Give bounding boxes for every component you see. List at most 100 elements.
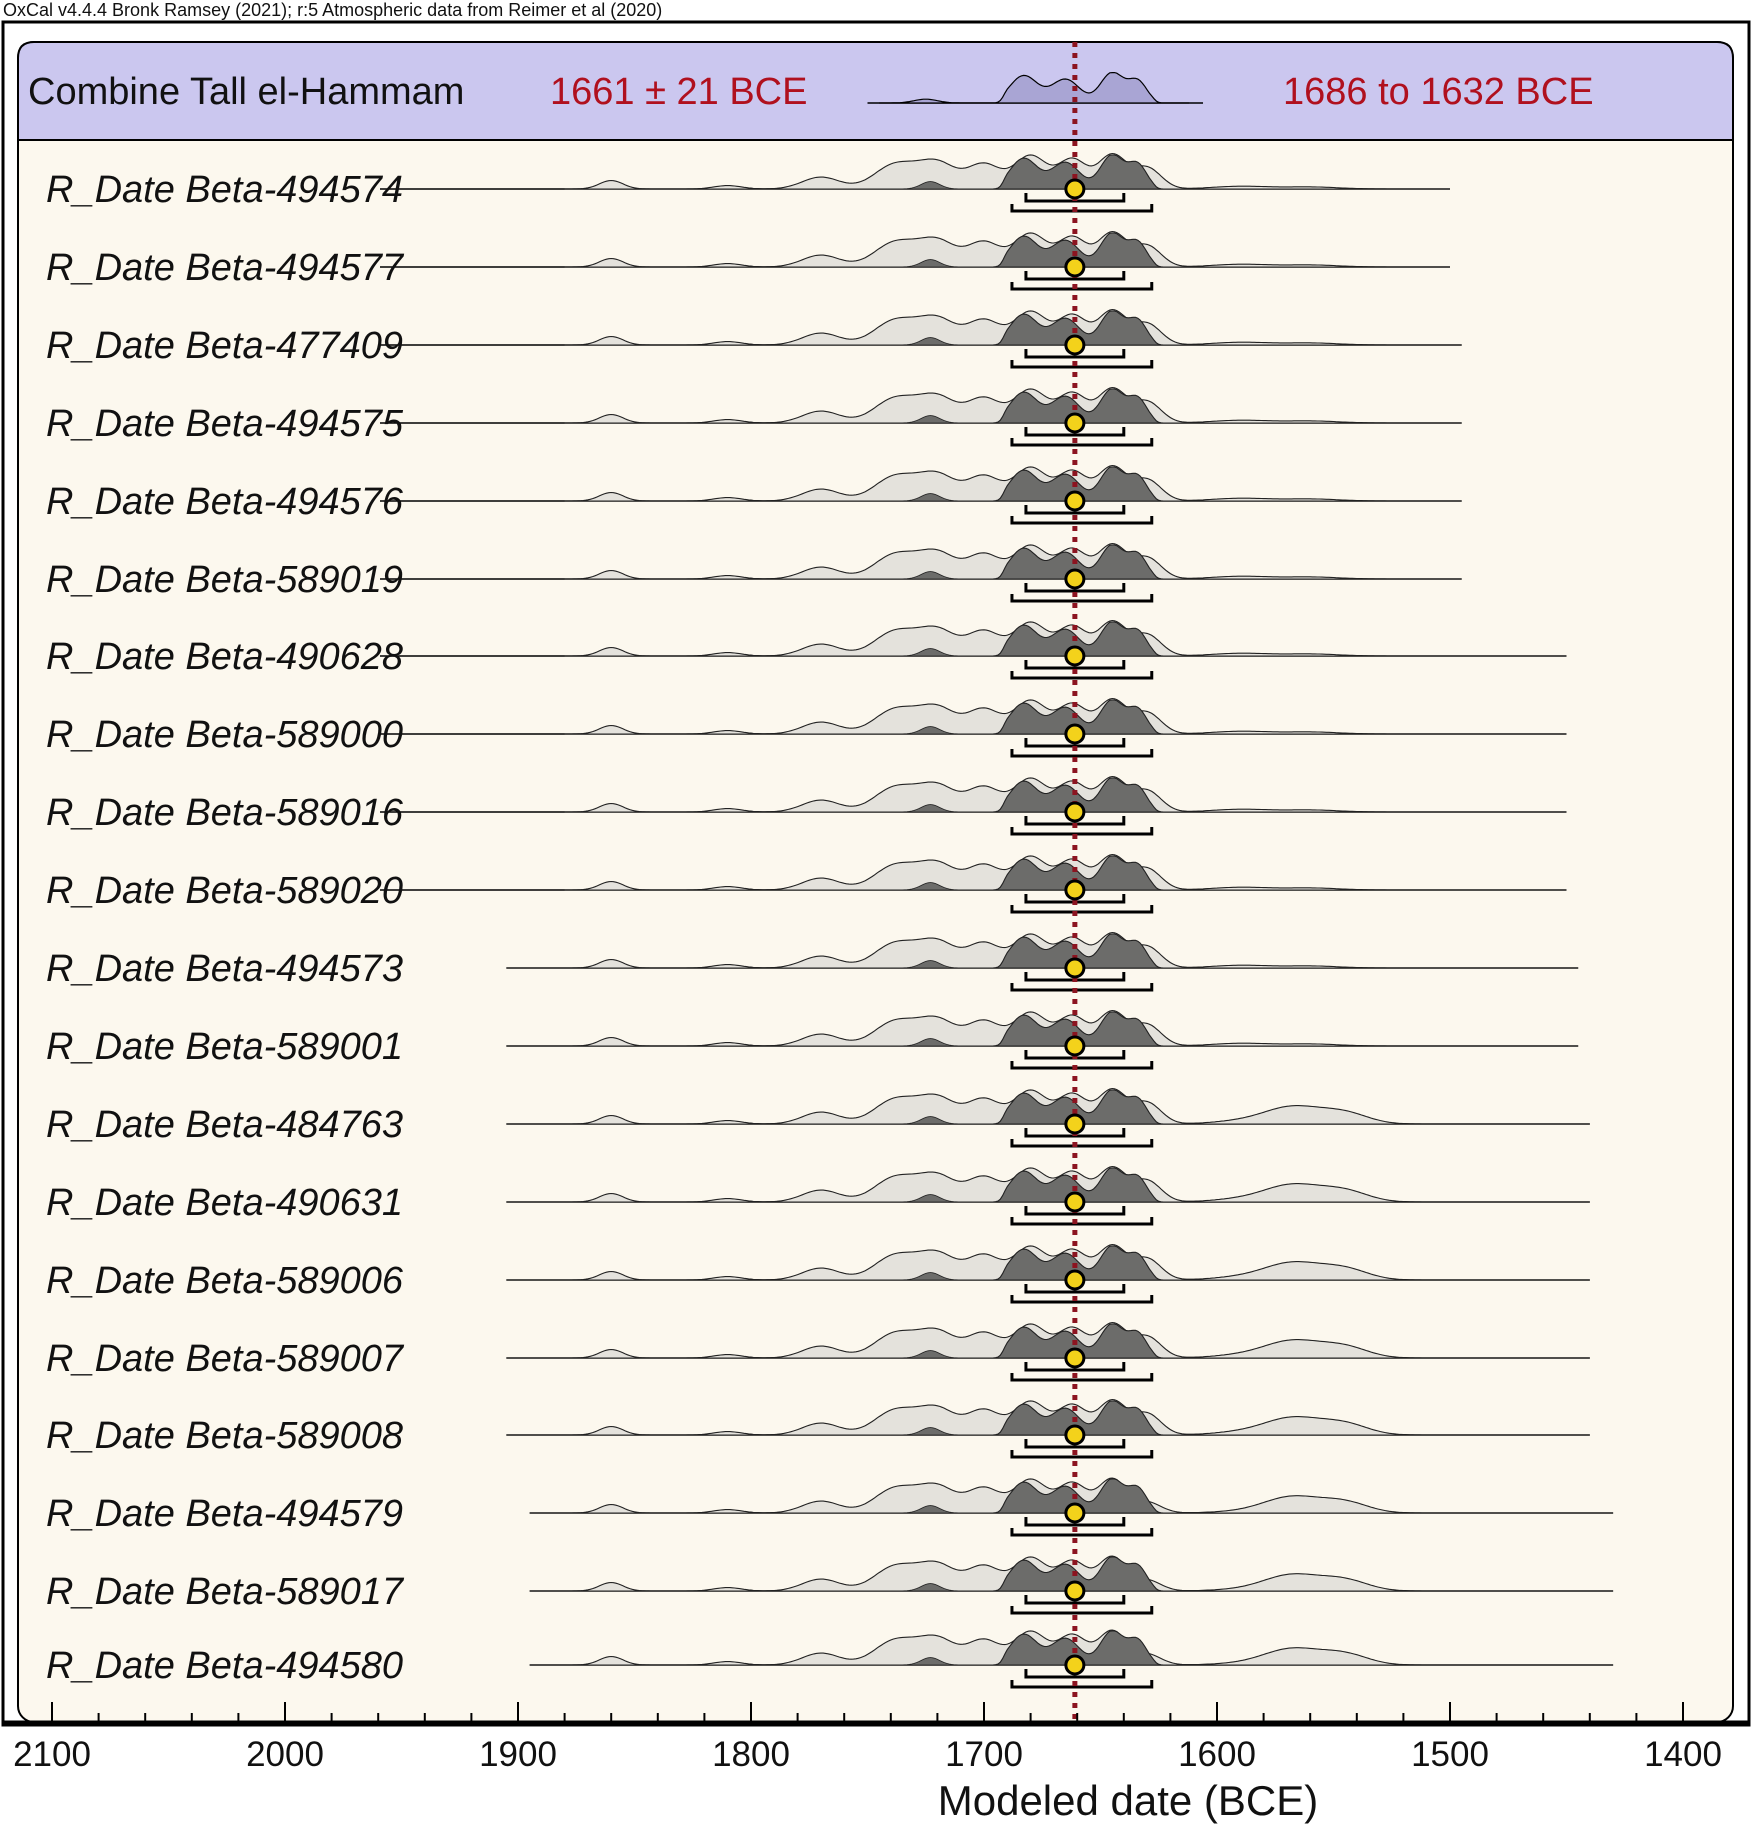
median-marker: [1064, 178, 1086, 200]
sigma2-bracket: [1010, 1606, 1154, 1615]
date-row: R_Date Beta-494579: [46, 1477, 1614, 1537]
sigma2-bracket: [1010, 1061, 1154, 1070]
sigma2-bracket: [1010, 594, 1154, 603]
sigma2-bracket: [1010, 749, 1154, 758]
posterior-minor: [890, 726, 973, 735]
date-label: R_Date Beta-477409: [46, 325, 403, 367]
sigma1-bracket: [1024, 1206, 1126, 1216]
posterior-density: [984, 933, 1171, 969]
sigma2-bracket: [1010, 1680, 1154, 1689]
x-tick-label: 1500: [1411, 1735, 1489, 1774]
date-label: R_Date Beta-589000: [46, 714, 403, 756]
date-label: R_Date Beta-494579: [46, 1493, 403, 1535]
date-row: R_Date Beta-589001: [46, 1009, 1579, 1070]
median-marker: [1064, 412, 1086, 434]
date-label: R_Date Beta-589001: [46, 1026, 403, 1068]
posterior-minor: [890, 1350, 973, 1359]
posterior-minor: [890, 1272, 973, 1281]
posterior-minor: [890, 648, 973, 657]
sigma1-bracket: [1024, 1362, 1126, 1372]
date-row: R_Date Beta-494576: [46, 464, 1462, 525]
x-tick-label: 1800: [712, 1735, 790, 1774]
date-label: R_Date Beta-494574: [46, 169, 403, 211]
median-marker: [1064, 1347, 1086, 1369]
date-row: R_Date Beta-490628: [46, 619, 1567, 680]
sigma1-bracket: [1024, 1284, 1126, 1294]
x-tick-label: 2100: [13, 1735, 91, 1774]
date-label: R_Date Beta-589017: [46, 1571, 405, 1613]
date-label: R_Date Beta-589020: [46, 870, 403, 912]
date-row: R_Date Beta-589007: [46, 1321, 1590, 1382]
sigma2-bracket: [1010, 438, 1154, 447]
median-marker: [1064, 1113, 1086, 1135]
combine-distribution: [867, 72, 1204, 104]
sigma1-bracket: [1024, 1517, 1126, 1527]
median-marker: [1064, 1269, 1086, 1291]
date-label: R_Date Beta-589016: [46, 792, 404, 834]
sigma1-bracket: [1024, 349, 1126, 359]
posterior-minor: [890, 181, 973, 190]
combine-band: [17, 41, 1734, 141]
posterior-minor: [890, 882, 973, 891]
sigma1-bracket: [1024, 427, 1126, 437]
posterior-minor: [890, 960, 973, 969]
posterior-density: [984, 1011, 1171, 1047]
median-marker: [1064, 801, 1086, 823]
date-label: R_Date Beta-589008: [46, 1415, 403, 1457]
x-tick-label: 1400: [1644, 1735, 1722, 1774]
posterior-minor: [890, 1194, 973, 1203]
median-marker: [1064, 568, 1086, 590]
posterior-minor: [890, 804, 973, 813]
sigma1-bracket: [1024, 660, 1126, 670]
posterior-minor: [890, 1657, 973, 1666]
sigma2-bracket: [1010, 204, 1154, 213]
date-row: R_Date Beta-589008: [46, 1398, 1590, 1459]
date-row: R_Date Beta-494574: [46, 152, 1450, 213]
sigma1-bracket: [1024, 1439, 1126, 1449]
posterior-minor: [890, 415, 973, 424]
posterior-minor: [890, 1116, 973, 1125]
posterior-density: [984, 154, 1171, 190]
date-row: R_Date Beta-484763: [46, 1087, 1590, 1148]
sigma2-bracket: [1010, 671, 1154, 680]
date-row: R_Date Beta-494577: [46, 230, 1450, 291]
median-marker: [1064, 645, 1086, 667]
median-marker: [1064, 1502, 1086, 1524]
sigma1-bracket: [1024, 271, 1126, 281]
date-label: R_Date Beta-589007: [46, 1338, 405, 1380]
posterior-minor: [890, 1583, 973, 1592]
posterior-minor: [890, 571, 973, 580]
date-label: R_Date Beta-494576: [46, 481, 404, 523]
date-label: R_Date Beta-494580: [46, 1645, 403, 1687]
combine-mean-label: 1661 ± 21 BCE: [550, 71, 807, 113]
sigma2-bracket: [1010, 1295, 1154, 1304]
prior-density: [564, 152, 1450, 190]
median-marker: [1064, 1035, 1086, 1057]
date-label: R_Date Beta-490631: [46, 1182, 403, 1224]
sigma2-bracket: [1010, 360, 1154, 369]
date-label: R_Date Beta-494577: [46, 247, 405, 289]
combine-range-label: 1686 to 1632 BCE: [1283, 71, 1594, 113]
combine-density: [879, 72, 1189, 104]
median-markers: [1064, 178, 1086, 1676]
sigma2-bracket: [1010, 1528, 1154, 1537]
header-note: OxCal v4.4.4 Bronk Ramsey (2021); r:5 At…: [3, 0, 662, 20]
sigma1-bracket: [1024, 1595, 1126, 1605]
sigma2-bracket: [1010, 905, 1154, 914]
date-row: R_Date Beta-589000: [46, 697, 1567, 758]
x-axis-title: Modeled date (BCE): [938, 1777, 1319, 1824]
date-row: R_Date Beta-477409: [46, 308, 1462, 369]
sigma1-bracket: [1024, 583, 1126, 593]
date-label: R_Date Beta-490628: [46, 636, 403, 678]
median-marker: [1064, 1654, 1086, 1676]
sigma2-bracket: [1010, 282, 1154, 291]
median-marker: [1064, 1424, 1086, 1446]
posterior-minor: [890, 1038, 973, 1047]
median-marker: [1064, 957, 1086, 979]
posterior-density: [984, 232, 1171, 268]
x-tick-label: 1600: [1178, 1735, 1256, 1774]
posterior-minor: [890, 1427, 973, 1436]
sigma1-bracket: [1024, 505, 1126, 515]
median-marker: [1064, 334, 1086, 356]
